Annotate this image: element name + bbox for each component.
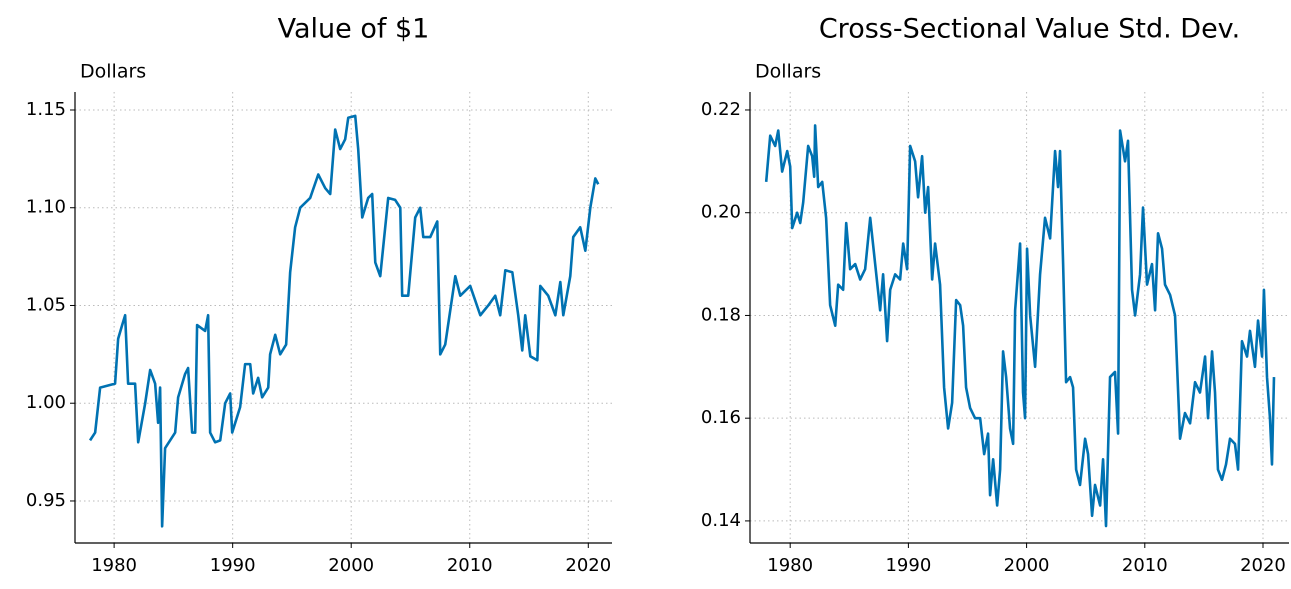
y-tick-label: 0.20 xyxy=(701,202,741,223)
y-axis-label: Dollars xyxy=(755,61,821,83)
x-tick-label: 2000 xyxy=(328,555,374,576)
data-line xyxy=(88,114,600,528)
y-tick-label: 1.05 xyxy=(26,294,66,315)
x-tick-label: 2010 xyxy=(447,555,493,576)
x-tick-label: 2000 xyxy=(1004,555,1050,576)
x-tick-label: 1990 xyxy=(210,555,256,576)
chart-title: Cross-Sectional Value Std. Dev. xyxy=(819,14,1240,45)
y-tick-label: 1.15 xyxy=(26,99,66,120)
x-tick-label: 2020 xyxy=(565,555,611,576)
y-tick-label: 0.95 xyxy=(26,490,66,511)
y-tick-label: 0.22 xyxy=(701,99,741,120)
x-tick-label: 2010 xyxy=(1122,555,1168,576)
y-tick-label: 0.18 xyxy=(701,304,741,325)
y-tick-label: 0.14 xyxy=(701,510,741,531)
x-tick-label: 1980 xyxy=(91,555,137,576)
x-tick-label: 2020 xyxy=(1240,555,1286,576)
y-axis-label: Dollars xyxy=(80,61,146,83)
y-tick-label: 1.10 xyxy=(26,197,66,218)
chart-title: Value of $1 xyxy=(278,14,430,45)
x-tick-label: 1980 xyxy=(767,555,813,576)
y-tick-label: 1.00 xyxy=(26,392,66,413)
data-line xyxy=(764,124,1276,528)
y-tick-label: 0.16 xyxy=(701,407,741,428)
x-tick-label: 1990 xyxy=(885,555,931,576)
